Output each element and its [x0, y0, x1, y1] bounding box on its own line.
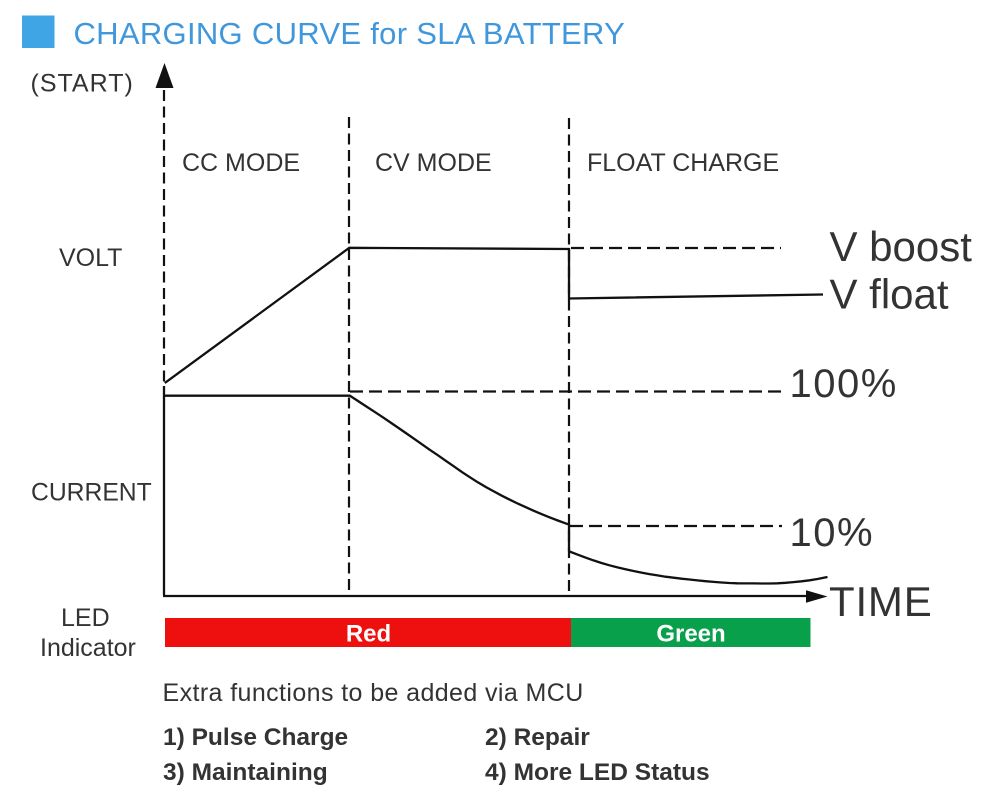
svg-text:Green: Green [656, 621, 725, 648]
svg-text:(START): (START) [31, 70, 134, 98]
svg-text:VOLT: VOLT [59, 244, 122, 272]
svg-text:1) Pulse Charge: 1) Pulse Charge [163, 724, 348, 751]
svg-text:100%: 100% [790, 362, 898, 406]
svg-text:TIME: TIME [829, 578, 933, 625]
svg-text:V boost: V boost [830, 223, 973, 270]
svg-text:Red: Red [346, 621, 391, 648]
svg-text:Extra functions to be added vi: Extra functions to be added via MCU [163, 679, 584, 707]
svg-text:Indicator: Indicator [40, 634, 136, 662]
svg-text:FLOAT CHARGE: FLOAT CHARGE [587, 149, 779, 177]
svg-text:CC MODE: CC MODE [182, 149, 300, 177]
svg-text:3) Maintaining: 3) Maintaining [163, 759, 328, 786]
svg-text:10%: 10% [790, 511, 875, 555]
svg-text:V float: V float [830, 271, 949, 318]
svg-text:CV MODE: CV MODE [375, 149, 492, 177]
svg-text:LED: LED [61, 604, 110, 632]
svg-text:2) Repair: 2) Repair [485, 724, 590, 751]
svg-text:4) More LED Status: 4) More LED Status [485, 759, 710, 786]
svg-text:CURRENT: CURRENT [31, 480, 152, 507]
svg-text:CHARGING CURVE for SLA BATTERY: CHARGING CURVE for SLA BATTERY [74, 16, 626, 51]
